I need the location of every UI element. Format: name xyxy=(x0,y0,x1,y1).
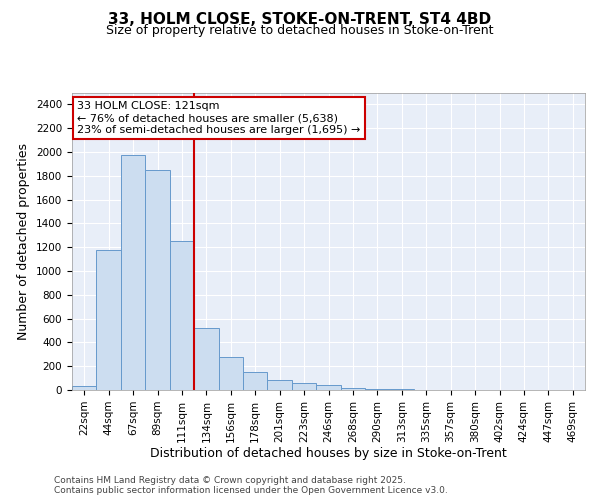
Bar xyxy=(145,170,170,390)
Bar xyxy=(292,384,316,390)
Bar xyxy=(218,358,243,390)
Bar xyxy=(268,380,292,390)
Text: Contains public sector information licensed under the Open Government Licence v3: Contains public sector information licen… xyxy=(54,486,448,495)
Bar xyxy=(316,385,341,390)
Bar xyxy=(365,389,389,390)
Bar xyxy=(194,328,218,390)
Bar xyxy=(97,250,121,390)
Bar xyxy=(243,372,268,390)
Text: Size of property relative to detached houses in Stoke-on-Trent: Size of property relative to detached ho… xyxy=(106,24,494,37)
Bar xyxy=(341,388,365,390)
X-axis label: Distribution of detached houses by size in Stoke-on-Trent: Distribution of detached houses by size … xyxy=(150,448,507,460)
Text: 33 HOLM CLOSE: 121sqm
← 76% of detached houses are smaller (5,638)
23% of semi-d: 33 HOLM CLOSE: 121sqm ← 76% of detached … xyxy=(77,102,361,134)
Bar xyxy=(121,155,145,390)
Y-axis label: Number of detached properties: Number of detached properties xyxy=(17,143,31,340)
Bar xyxy=(170,242,194,390)
Text: 33, HOLM CLOSE, STOKE-ON-TRENT, ST4 4BD: 33, HOLM CLOSE, STOKE-ON-TRENT, ST4 4BD xyxy=(109,12,491,28)
Text: Contains HM Land Registry data © Crown copyright and database right 2025.: Contains HM Land Registry data © Crown c… xyxy=(54,476,406,485)
Bar xyxy=(72,386,97,390)
